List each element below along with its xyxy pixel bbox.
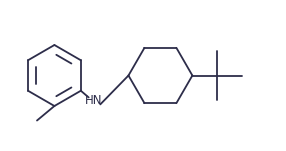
Text: HN: HN [85, 94, 103, 107]
